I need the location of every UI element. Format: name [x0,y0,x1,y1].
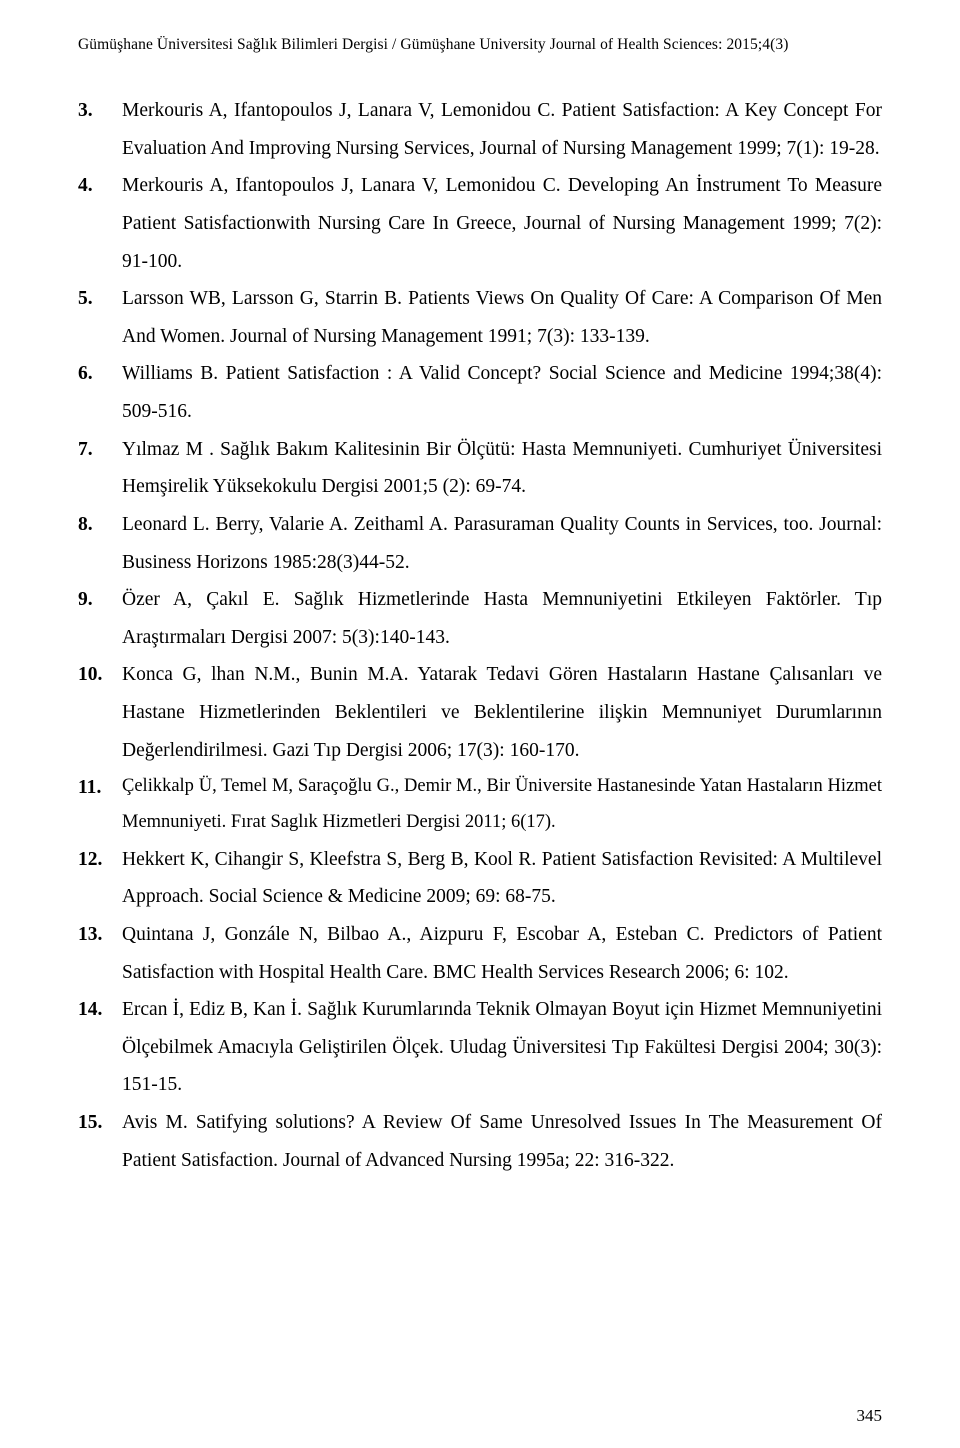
reference-item: Ercan İ, Ediz B, Kan İ. Sağlık Kurumları… [78,991,882,1104]
reference-item: Leonard L. Berry, Valarie A. Zeithaml A.… [78,506,882,581]
references-list: Merkouris A, Ifantopoulos J, Lanara V, L… [78,92,882,1179]
reference-item: Özer A, Çakıl E. Sağlık Hizmetlerinde Ha… [78,581,882,656]
reference-item: Yılmaz M . Sağlık Bakım Kalitesinin Bir … [78,431,882,506]
reference-item: Konca G, lhan N.M., Bunin M.A. Yatarak T… [78,656,882,769]
reference-item: Larsson WB, Larsson G, Starrin B. Patien… [78,280,882,355]
reference-item: Merkouris A, Ifantopoulos J, Lanara V, L… [78,92,882,167]
page-container: Gümüşhane Üniversitesi Sağlık Bilimleri … [0,0,960,1448]
reference-item: Quintana J, Gonzále N, Bilbao A., Aizpur… [78,916,882,991]
reference-item: Avis M. Satifying solutions? A Review Of… [78,1104,882,1179]
reference-item: Çelikkalp Ü, Temel M, Saraçoğlu G., Demi… [78,769,882,840]
reference-item: Williams B. Patient Satisfaction : A Val… [78,355,882,430]
reference-item: Hekkert K, Cihangir S, Kleefstra S, Berg… [78,841,882,916]
page-number: 345 [857,1406,883,1426]
reference-item: Merkouris A, Ifantopoulos J, Lanara V, L… [78,167,882,280]
running-header: Gümüşhane Üniversitesi Sağlık Bilimleri … [78,36,882,54]
